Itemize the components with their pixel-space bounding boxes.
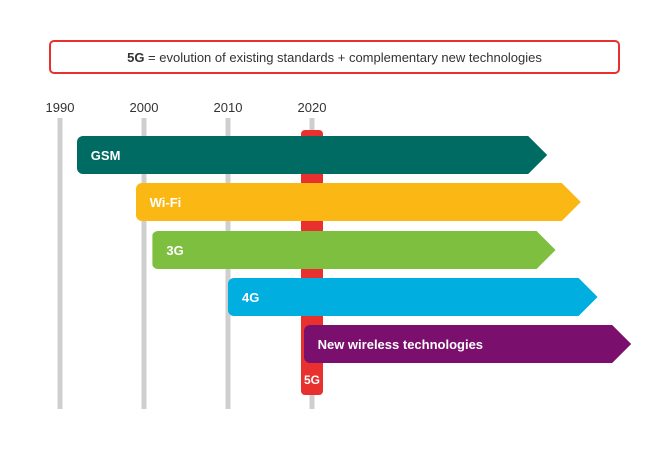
5g-marker-label: 5G [303,373,320,387]
year-label-1990: 1990 [45,100,75,115]
year-gridline-2000 [141,118,147,409]
year-label-2010: 2010 [213,100,243,115]
banner-text: = evolution of existing standards + comp… [144,49,542,65]
tech-bar-4g: 4G [228,278,598,316]
tech-bar-label: Wi-Fi [149,194,182,210]
tech-bar-wi-fi: Wi-Fi [136,183,581,221]
year-label-2020: 2020 [297,100,327,115]
year-label-2000: 2000 [129,100,159,115]
tech-bar-new-wireless-technologies: New wireless technologies [304,325,632,363]
tech-bar-label: GSM [90,147,121,163]
tech-bar-3g: 3G [152,231,555,269]
tech-bar-label: 4G [242,289,260,305]
year-gridline-1990 [57,118,63,409]
tech-bar-label: 3G [166,242,184,258]
banner-bold: 5G [127,49,145,65]
headline-banner: 5G = evolution of existing standards + c… [49,40,620,74]
tech-bar-label: New wireless technologies [317,336,484,352]
tech-bar-gsm: GSM [77,136,547,174]
